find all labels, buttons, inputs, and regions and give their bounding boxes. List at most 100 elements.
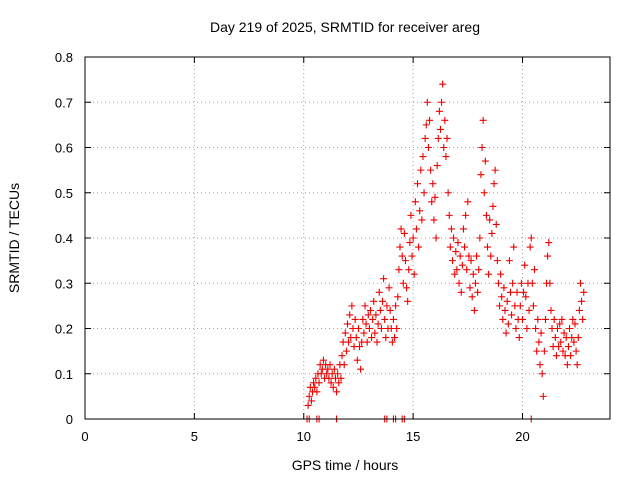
data-point — [535, 338, 543, 346]
data-point — [442, 153, 450, 161]
x-tick-label: 0 — [81, 429, 88, 444]
data-point — [410, 270, 418, 278]
data-point — [446, 243, 454, 251]
data-point — [392, 302, 400, 310]
data-point — [500, 284, 508, 292]
data-point — [389, 315, 397, 323]
data-point — [533, 347, 541, 355]
data-point — [457, 288, 465, 296]
data-point — [357, 365, 365, 373]
data-point — [576, 279, 584, 287]
data-point — [526, 243, 534, 251]
data-point — [578, 297, 586, 305]
data-point — [441, 116, 449, 124]
data-point — [447, 225, 455, 233]
data-point — [494, 279, 502, 287]
data-point — [372, 311, 380, 319]
data-point — [541, 315, 549, 323]
data-point — [558, 315, 566, 323]
data-point — [342, 347, 350, 355]
data-point — [517, 279, 525, 287]
data-point — [529, 302, 537, 310]
data-point — [475, 266, 483, 274]
data-point — [555, 343, 563, 351]
data-point — [369, 315, 377, 323]
data-point — [488, 229, 496, 237]
data-point — [436, 125, 444, 133]
data-point — [462, 211, 470, 219]
data-point — [443, 134, 451, 142]
data-point — [411, 198, 419, 206]
data-point — [557, 338, 565, 346]
data-point — [453, 266, 461, 274]
data-point — [481, 157, 489, 165]
y-tick-label: 0.2 — [55, 322, 73, 337]
data-point — [334, 370, 342, 378]
data-point — [393, 325, 401, 332]
data-point — [362, 320, 370, 328]
x-tick-label: 5 — [191, 429, 198, 444]
data-point — [487, 252, 495, 260]
data-point — [492, 220, 500, 228]
data-point — [365, 325, 373, 332]
data-point — [404, 297, 412, 305]
data-point — [408, 252, 416, 260]
data-point — [414, 180, 421, 188]
data-point — [560, 329, 568, 337]
data-point — [426, 116, 434, 124]
data-point — [449, 257, 456, 265]
data-point — [373, 338, 381, 346]
data-point — [327, 379, 335, 387]
data-point — [572, 347, 580, 355]
chart-title: Day 219 of 2025, SRMTID for receiver are… — [210, 19, 480, 35]
data-point — [416, 207, 424, 215]
x-tick-label: 20 — [515, 429, 529, 444]
data-point — [463, 266, 471, 274]
y-tick-label: 0.7 — [55, 95, 73, 110]
data-point — [486, 216, 494, 224]
data-point — [509, 279, 517, 287]
data-point — [383, 302, 391, 310]
data-point — [403, 284, 411, 292]
data-points — [303, 80, 588, 423]
x-axis-label: GPS time / hours — [292, 457, 399, 473]
data-point — [569, 315, 577, 323]
data-point — [445, 211, 453, 219]
data-point — [536, 361, 544, 369]
data-point — [484, 243, 491, 251]
data-point — [469, 270, 477, 278]
data-point — [464, 198, 472, 206]
data-point — [396, 243, 404, 251]
data-point — [556, 320, 564, 328]
data-point — [552, 352, 560, 360]
data-point — [361, 302, 369, 310]
data-point — [354, 325, 362, 332]
data-point — [452, 248, 460, 256]
data-point — [409, 234, 417, 242]
data-point — [528, 279, 536, 287]
data-point — [489, 202, 497, 210]
data-point — [473, 252, 481, 260]
data-point — [520, 288, 528, 296]
data-point — [580, 288, 588, 296]
data-point — [508, 311, 516, 319]
data-point — [406, 239, 414, 247]
data-point — [551, 334, 559, 342]
data-point — [340, 361, 348, 369]
data-point — [504, 320, 512, 328]
data-point — [315, 379, 323, 387]
data-point — [391, 334, 399, 342]
data-point — [554, 325, 561, 332]
data-point — [505, 257, 513, 265]
data-point — [374, 320, 382, 328]
x-tick-label: 15 — [406, 429, 420, 444]
data-point — [474, 288, 482, 296]
data-point — [424, 144, 432, 151]
data-point — [538, 370, 546, 378]
data-point — [311, 383, 319, 391]
data-point — [503, 297, 511, 305]
data-point — [522, 293, 530, 301]
data-point — [364, 311, 372, 319]
data-point — [540, 347, 548, 355]
data-point — [490, 180, 498, 188]
